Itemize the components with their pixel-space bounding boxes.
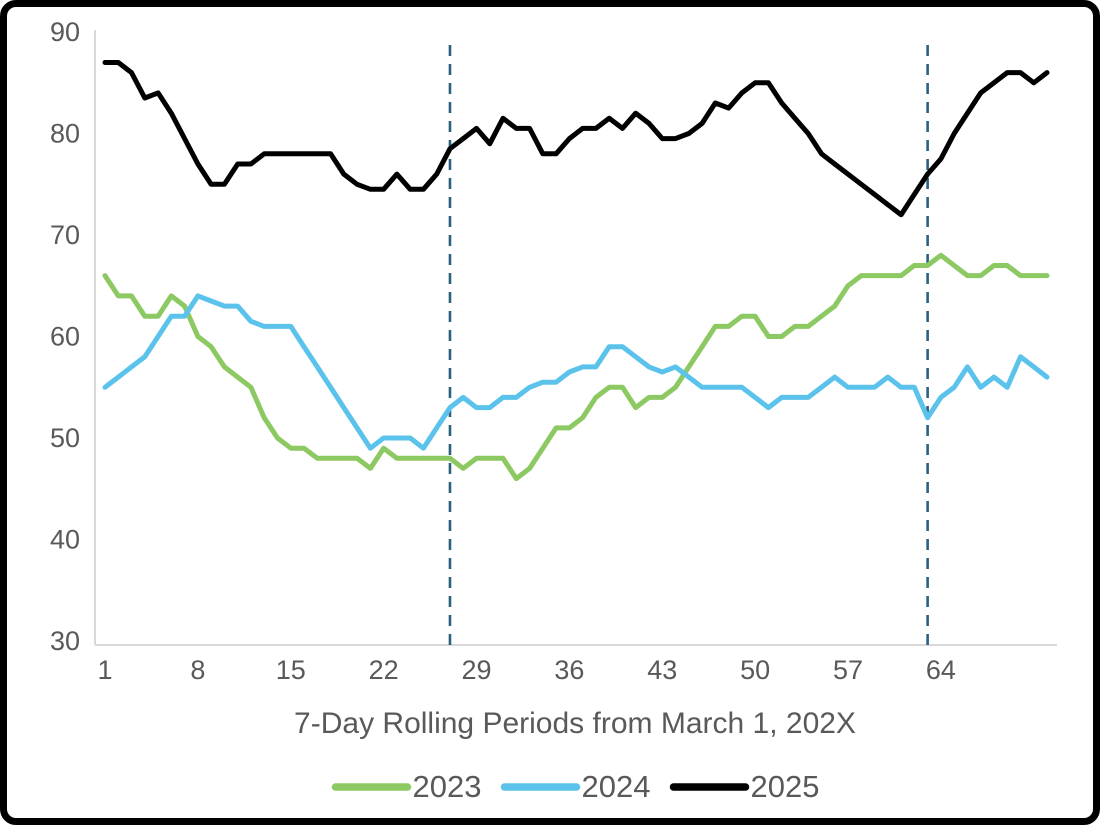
x-axis-title: 7-Day Rolling Periods from March 1, 202X xyxy=(294,707,856,740)
legend: 2023 2024 2025 xyxy=(331,769,820,804)
x-tick-label: 1 xyxy=(97,655,112,685)
series-line-2025 xyxy=(102,60,1050,218)
x-tick-label: 29 xyxy=(461,655,491,685)
x-tick-label: 57 xyxy=(833,655,863,685)
series-line-2024 xyxy=(102,293,1050,451)
y-tick-label: 90 xyxy=(50,17,80,47)
legend-label-2023: 2023 xyxy=(413,769,482,804)
y-tick-label: 60 xyxy=(50,322,80,352)
y-tick-label: 80 xyxy=(50,119,80,149)
x-tick-label: 22 xyxy=(369,655,399,685)
series-lines xyxy=(102,60,1050,482)
y-tick-label: 30 xyxy=(50,626,80,656)
legend-item-2025: 2025 xyxy=(669,769,820,804)
y-tick-label: 50 xyxy=(50,423,80,453)
tick-labels: 30 40 50 60 70 80 90 1 8 15 22 29 36 43 50 57 64 xyxy=(50,17,956,685)
axes xyxy=(94,30,1058,646)
y-tick-label: 70 xyxy=(50,220,80,250)
x-tick-label: 43 xyxy=(647,655,677,685)
legend-label-2025: 2025 xyxy=(751,769,820,804)
x-tick-label: 15 xyxy=(276,655,306,685)
x-tick-label: 8 xyxy=(190,655,205,685)
legend-item-2023: 2023 xyxy=(331,769,482,804)
x-tick-label: 64 xyxy=(926,655,956,685)
series-line-2023 xyxy=(102,252,1050,482)
x-tick-label: 50 xyxy=(740,655,770,685)
legend-item-2024: 2024 xyxy=(500,769,651,804)
line-chart: 30 40 50 60 70 80 90 1 8 15 22 29 36 43 50 57 64 7-Day R… xyxy=(50,17,1058,804)
legend-label-2024: 2024 xyxy=(582,769,651,804)
y-tick-label: 40 xyxy=(50,525,80,555)
x-tick-label: 36 xyxy=(554,655,584,685)
